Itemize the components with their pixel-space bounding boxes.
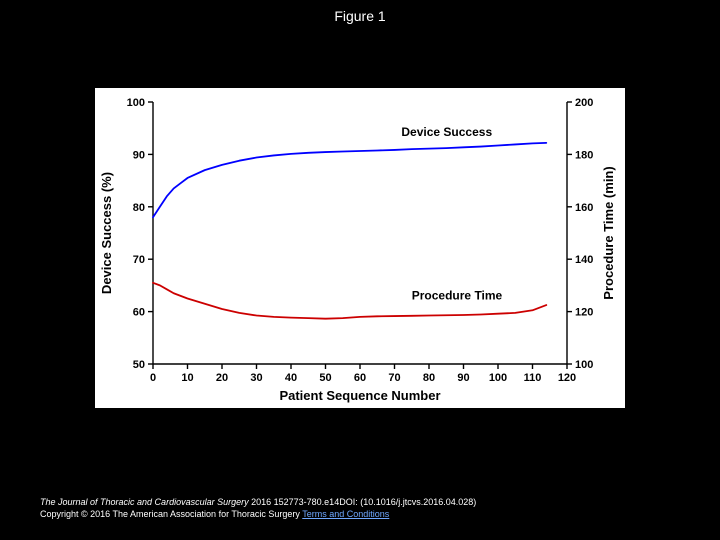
svg-text:140: 140	[575, 254, 593, 266]
svg-text:40: 40	[285, 372, 297, 384]
svg-text:180: 180	[575, 149, 593, 161]
citation-line: The Journal of Thoracic and Cardiovascul…	[40, 496, 476, 508]
svg-text:60: 60	[133, 307, 145, 319]
line-chart: 0 10 20 30 40 50 60 70 80 90 100 110 120 50 60 70 80 90 10…	[95, 88, 625, 408]
svg-text:Device Success (%): Device Success (%)	[99, 172, 114, 294]
svg-text:Patient Sequence Number: Patient Sequence Number	[279, 388, 440, 403]
svg-text:80: 80	[133, 202, 145, 214]
copyright-text: Copyright © 2016 The American Associatio…	[40, 509, 302, 519]
svg-text:160: 160	[575, 202, 593, 214]
chart-container: 0 10 20 30 40 50 60 70 80 90 100 110 120 50 60 70 80 90 10…	[95, 88, 625, 408]
svg-text:Device Success: Device Success	[401, 125, 492, 139]
svg-text:70: 70	[133, 254, 145, 266]
svg-text:80: 80	[423, 372, 435, 384]
svg-text:Procedure Time: Procedure Time	[412, 289, 503, 303]
citation-rest: 2016 152773-780.e14DOI: (10.1016/j.jtcvs…	[249, 497, 477, 507]
svg-text:20: 20	[216, 372, 228, 384]
svg-text:100: 100	[575, 359, 593, 371]
svg-text:Procedure Time (min): Procedure Time (min)	[601, 166, 616, 299]
page-root: Figure 1 0 10 20 30 40 50 60 70 80 90 100 110 120 50 6…	[0, 0, 720, 540]
footer: The Journal of Thoracic and Cardiovascul…	[40, 496, 476, 520]
svg-text:0: 0	[150, 372, 156, 384]
svg-text:50: 50	[319, 372, 331, 384]
svg-text:120: 120	[558, 372, 576, 384]
svg-text:200: 200	[575, 97, 593, 109]
svg-text:10: 10	[181, 372, 193, 384]
citation-journal: The Journal of Thoracic and Cardiovascul…	[40, 497, 249, 507]
svg-text:100: 100	[127, 97, 145, 109]
svg-text:110: 110	[524, 372, 542, 384]
svg-text:50: 50	[133, 359, 145, 371]
svg-text:90: 90	[457, 372, 469, 384]
figure-title: Figure 1	[0, 8, 720, 24]
svg-text:90: 90	[133, 149, 145, 161]
svg-text:120: 120	[575, 307, 593, 319]
copyright-line: Copyright © 2016 The American Associatio…	[40, 508, 476, 520]
svg-text:30: 30	[250, 372, 262, 384]
svg-text:70: 70	[388, 372, 400, 384]
svg-text:60: 60	[354, 372, 366, 384]
svg-text:100: 100	[489, 372, 507, 384]
terms-link[interactable]: Terms and Conditions	[302, 509, 389, 519]
